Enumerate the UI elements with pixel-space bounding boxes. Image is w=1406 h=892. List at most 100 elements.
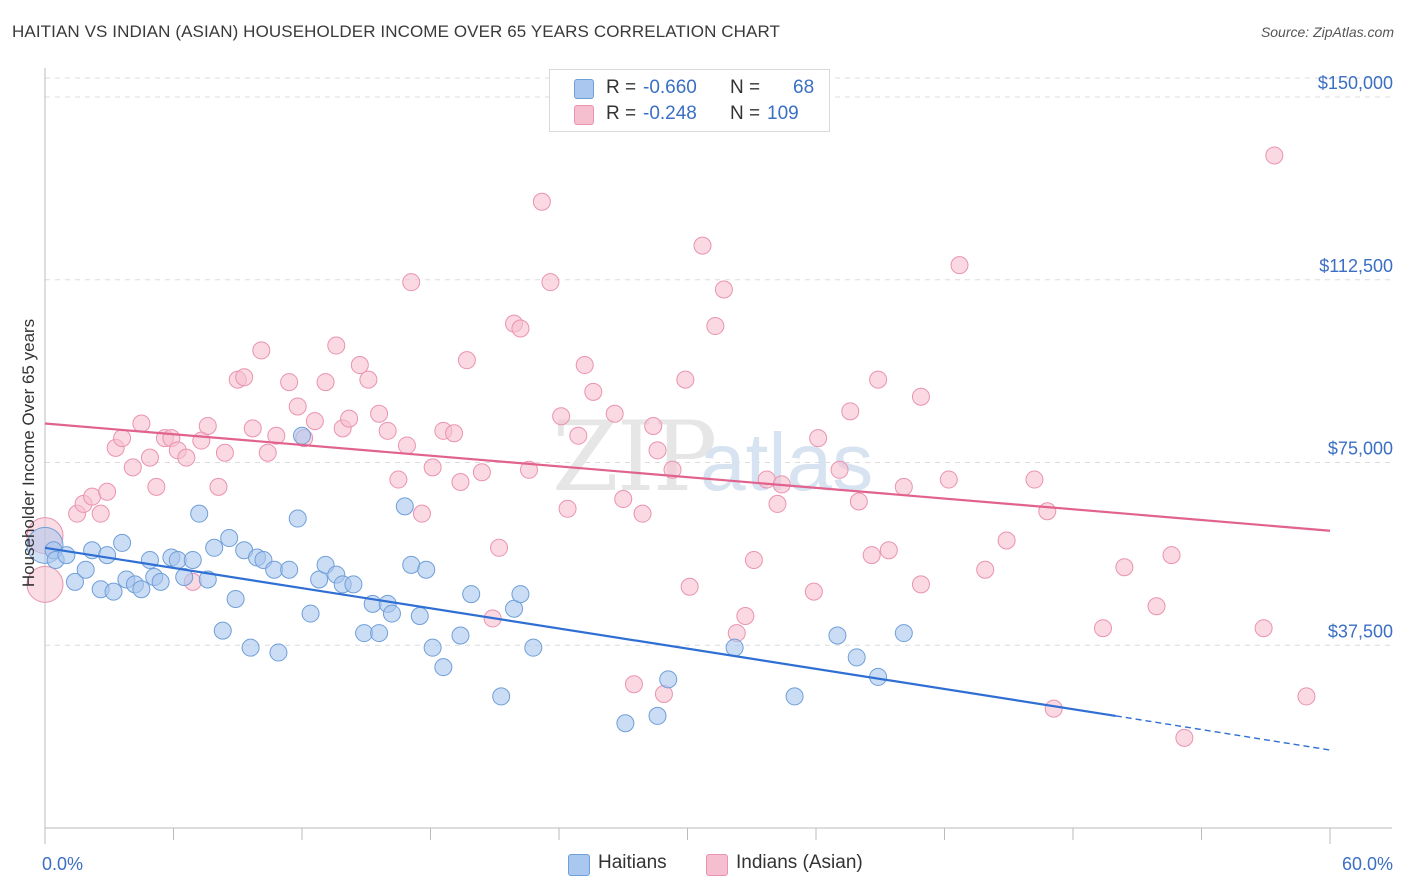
chart-title: HAITIAN VS INDIAN (ASIAN) HOUSEHOLDER IN… bbox=[12, 22, 781, 41]
data-point bbox=[451, 472, 470, 491]
data-point bbox=[451, 626, 470, 645]
r-label: R = bbox=[606, 103, 637, 124]
data-point bbox=[132, 414, 151, 433]
data-point bbox=[340, 409, 359, 428]
data-point bbox=[1175, 728, 1194, 747]
data-point bbox=[785, 687, 804, 706]
data-point bbox=[1093, 619, 1112, 638]
data-point bbox=[1162, 546, 1181, 565]
data-point bbox=[894, 624, 913, 643]
data-point bbox=[524, 638, 543, 657]
data-point bbox=[659, 670, 678, 689]
data-point bbox=[648, 706, 667, 725]
axes bbox=[44, 68, 1392, 844]
data-point bbox=[213, 621, 232, 640]
n-value: 109 bbox=[767, 103, 799, 124]
x-tick-label: 60.0% bbox=[1342, 854, 1393, 874]
data-point bbox=[1025, 470, 1044, 489]
data-point bbox=[997, 531, 1016, 550]
data-point bbox=[83, 487, 102, 506]
legend-label: Haitians bbox=[598, 852, 667, 873]
x-tick-label: 0.0% bbox=[42, 854, 83, 874]
data-point bbox=[280, 373, 299, 392]
data-point bbox=[1115, 558, 1134, 577]
data-point bbox=[725, 638, 744, 657]
data-point bbox=[168, 550, 187, 569]
data-point bbox=[301, 604, 320, 623]
data-point bbox=[215, 443, 234, 462]
data-point bbox=[423, 458, 442, 477]
data-point bbox=[520, 460, 539, 479]
data-point bbox=[511, 585, 530, 604]
data-point bbox=[76, 560, 95, 579]
data-point bbox=[267, 426, 286, 445]
data-point bbox=[663, 460, 682, 479]
data-point bbox=[1044, 699, 1063, 718]
y-axis-title: Householder Income Over 65 years bbox=[19, 319, 38, 587]
data-point bbox=[1265, 146, 1284, 165]
data-point bbox=[235, 368, 254, 387]
data-point bbox=[104, 582, 123, 601]
data-point bbox=[552, 407, 571, 426]
data-point bbox=[830, 460, 849, 479]
data-point bbox=[183, 550, 202, 569]
data-point bbox=[412, 504, 431, 523]
data-point bbox=[402, 555, 421, 574]
data-point bbox=[410, 607, 429, 626]
data-point bbox=[648, 441, 667, 460]
data-point bbox=[841, 402, 860, 421]
data-point bbox=[1297, 687, 1316, 706]
data-point bbox=[252, 341, 271, 360]
data-point bbox=[205, 538, 224, 557]
data-point bbox=[355, 624, 374, 643]
data-point bbox=[490, 538, 509, 557]
data-point bbox=[575, 356, 594, 375]
data-point bbox=[511, 319, 530, 338]
data-point bbox=[327, 336, 346, 355]
data-point bbox=[378, 421, 397, 440]
series-haitians bbox=[26, 426, 913, 733]
data-point bbox=[939, 470, 958, 489]
data-point bbox=[269, 643, 288, 662]
data-point bbox=[258, 443, 277, 462]
data-point bbox=[862, 546, 881, 565]
data-point bbox=[423, 638, 442, 657]
data-point bbox=[359, 370, 378, 389]
data-point bbox=[151, 572, 170, 591]
data-point bbox=[293, 426, 311, 445]
data-point bbox=[288, 397, 307, 416]
r-label: R = bbox=[606, 77, 637, 98]
data-point bbox=[113, 429, 132, 448]
data-point bbox=[714, 280, 733, 299]
data-point bbox=[644, 416, 663, 435]
data-point bbox=[209, 477, 228, 496]
data-point bbox=[894, 477, 913, 496]
data-point bbox=[768, 494, 787, 513]
data-point bbox=[370, 404, 389, 423]
data-point bbox=[605, 404, 624, 423]
n-label: N = bbox=[730, 103, 761, 124]
data-point bbox=[132, 580, 151, 599]
data-point bbox=[693, 236, 712, 255]
data-point bbox=[472, 463, 491, 482]
tick-labels: $37,500 $75,000 $112,500 $150,000 0.0% 60.0% H… bbox=[19, 73, 1393, 874]
data-point bbox=[879, 541, 898, 560]
data-point bbox=[434, 658, 453, 677]
data-point bbox=[462, 585, 481, 604]
y-tick-label: $150,000 bbox=[1318, 73, 1393, 93]
data-point bbox=[265, 560, 284, 579]
data-point bbox=[98, 482, 117, 501]
data-point bbox=[26, 565, 64, 603]
y-tick-label: $37,500 bbox=[1328, 621, 1393, 641]
data-point bbox=[680, 577, 699, 596]
data-point bbox=[736, 607, 755, 626]
data-point bbox=[744, 550, 763, 569]
zipatlas-watermark: ZIP atlas bbox=[552, 401, 873, 513]
y-tick-label: $75,000 bbox=[1328, 439, 1393, 459]
data-point bbox=[558, 499, 577, 518]
indians-swatch bbox=[574, 105, 594, 125]
data-point bbox=[1147, 597, 1166, 616]
data-point bbox=[1254, 619, 1273, 638]
data-point bbox=[123, 458, 142, 477]
